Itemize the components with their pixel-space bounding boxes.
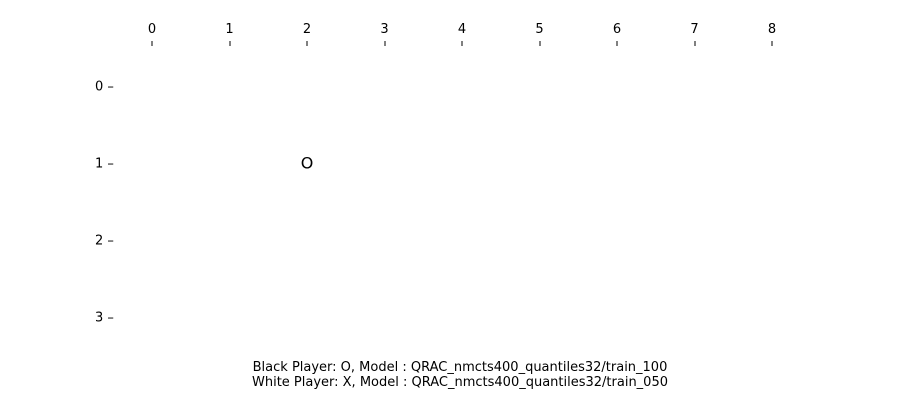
white-player-info: White Player: X, Model : QRAC_nmcts400_q… <box>251 375 668 390</box>
row-label-1: 1 – <box>95 156 114 172</box>
column-tick-7 <box>694 41 695 46</box>
column-tick-1 <box>229 41 230 46</box>
column-tick-0 <box>151 41 153 46</box>
players-caption: Black Player: O, Model : QRAC_nmcts400_q… <box>0 360 900 390</box>
column-tick-4 <box>461 41 463 46</box>
column-label-0: 0 <box>147 22 157 37</box>
row-label-0: 0 – <box>95 79 114 95</box>
column-label-6: 6 <box>612 22 622 37</box>
black-player-info: Black Player: O, Model : QRAC_nmcts400_q… <box>252 360 668 375</box>
column-label-1: 1 <box>225 22 234 37</box>
column-tick-8 <box>771 41 773 46</box>
row-label-3: 3 – <box>95 310 114 326</box>
column-tick-5 <box>539 41 540 46</box>
column-label-4: 4 <box>457 22 467 37</box>
board-piece: O <box>300 153 314 173</box>
column-tick-2 <box>306 41 308 46</box>
row-label-2: 2 – <box>95 233 114 249</box>
column-label-3: 3 <box>380 22 389 37</box>
column-label-8: 8 <box>767 22 777 37</box>
column-tick-6 <box>616 41 618 46</box>
column-label-2: 2 <box>302 22 312 37</box>
column-label-7: 7 <box>690 22 699 37</box>
column-tick-3 <box>384 41 385 46</box>
column-label-5: 5 <box>535 22 544 37</box>
